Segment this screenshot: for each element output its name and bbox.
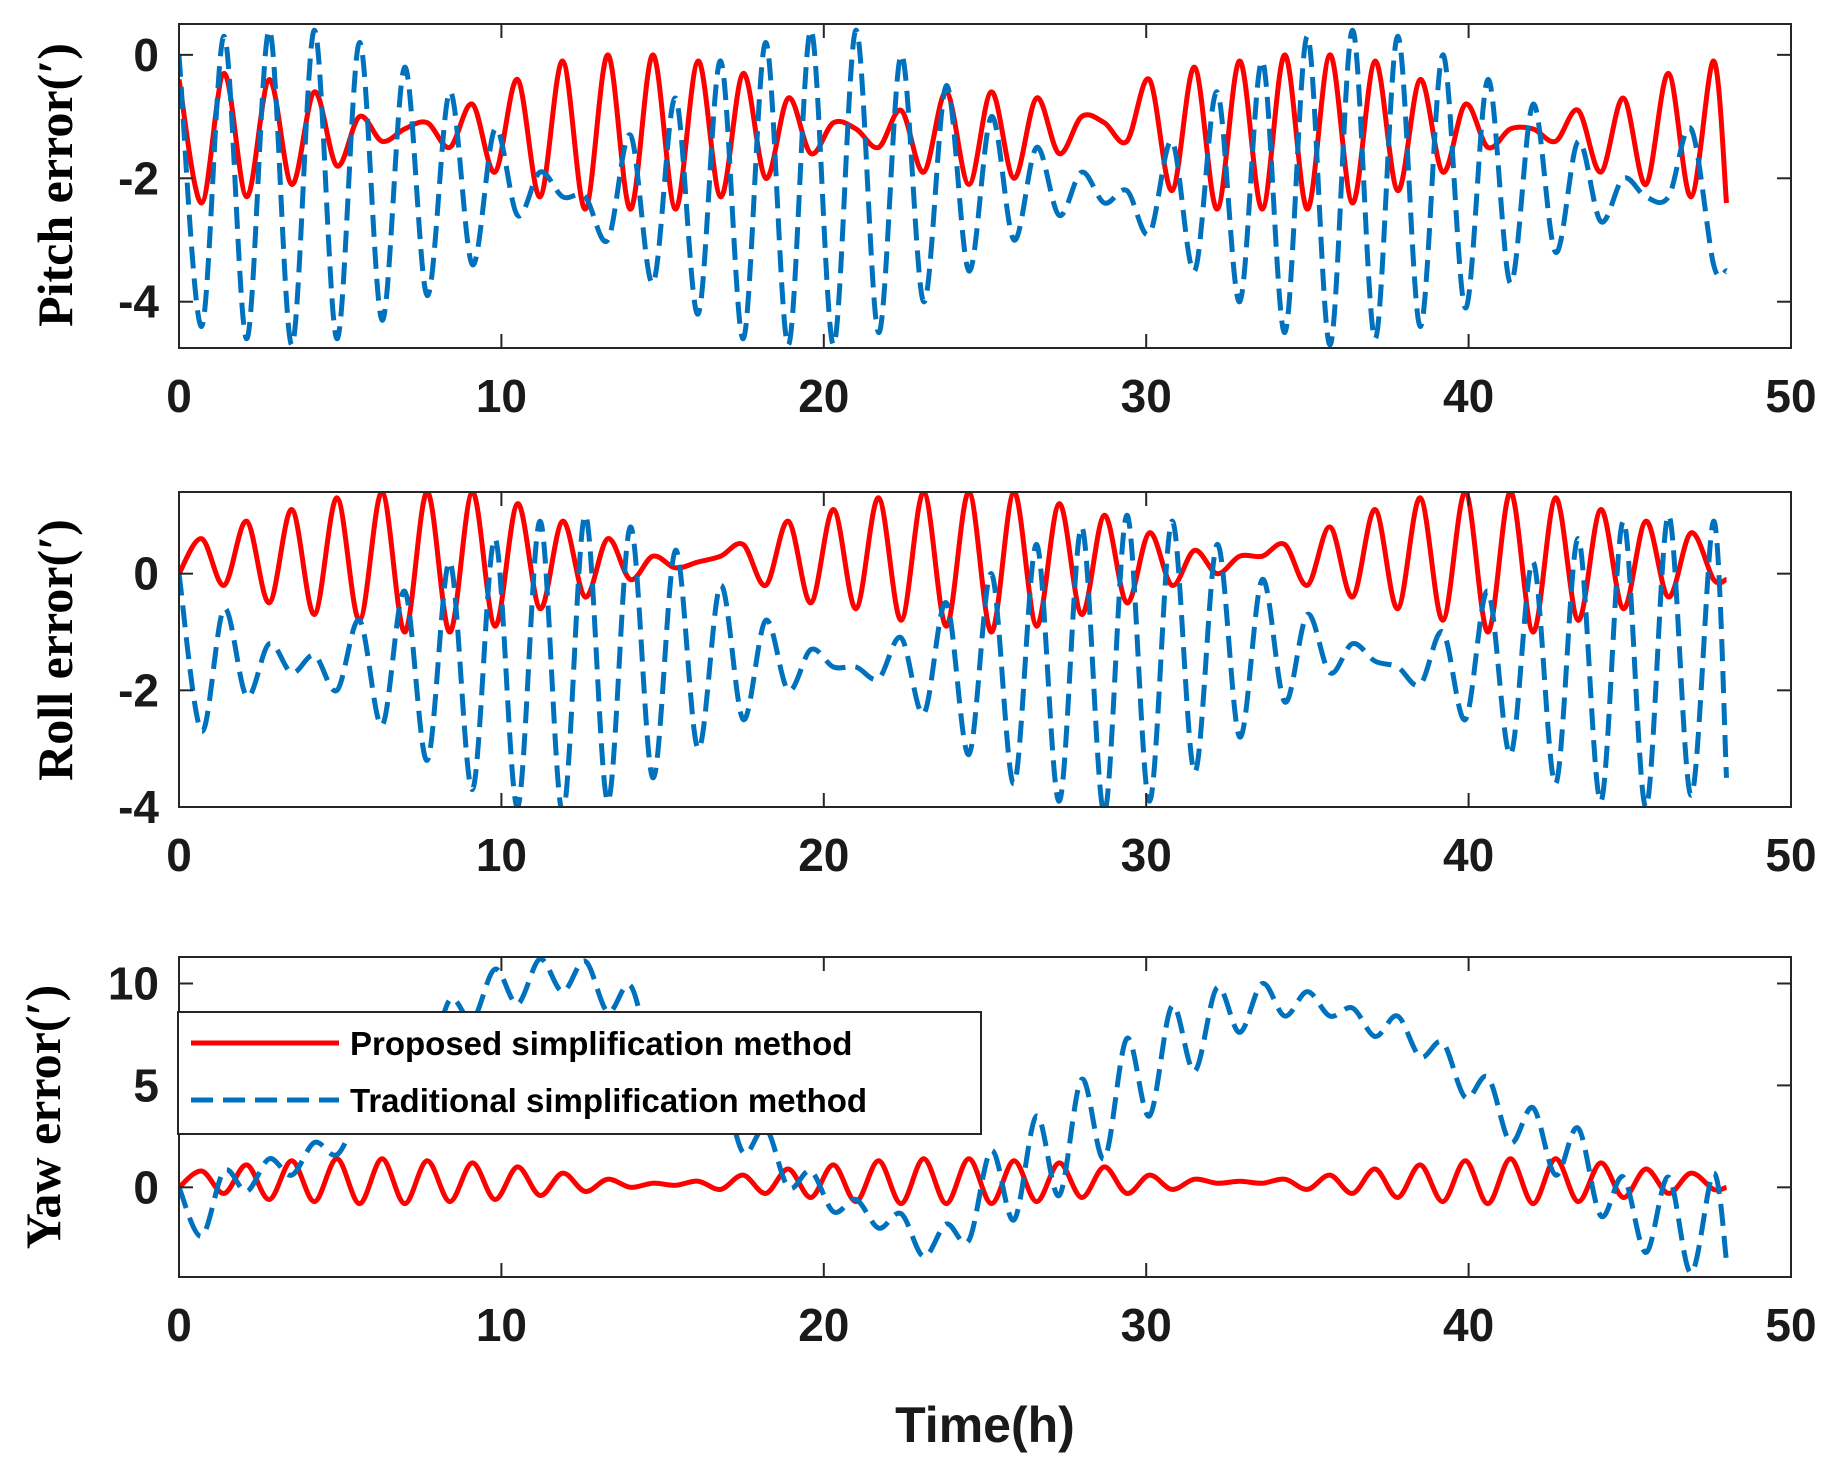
roll-xtick-label: 0	[166, 829, 192, 881]
pitch-ytick-label: -4	[118, 276, 159, 328]
pitch-line-traditional	[179, 27, 1729, 348]
roll-ylabel: Roll error(′)	[27, 519, 83, 781]
yaw-ytick-label: 10	[108, 957, 159, 1009]
x-axis-label: Time(h)	[895, 1397, 1075, 1453]
legend-label-traditional: Traditional simplification method	[350, 1082, 867, 1119]
yaw-panel: 0 10 20 30 40 50 0 5 10 Yaw error(′)	[15, 956, 1817, 1351]
pitch-xtick-label: 20	[798, 370, 849, 422]
roll-xtick-label: 20	[798, 829, 849, 881]
roll-xtick-label: 30	[1121, 829, 1172, 881]
pitch-line-proposed	[179, 52, 1729, 212]
pitch-axes-box	[178, 23, 1792, 349]
roll-xtick-label: 40	[1443, 829, 1494, 881]
yaw-plot-area	[179, 957, 1729, 1276]
yaw-ytick-label: 5	[133, 1059, 159, 1111]
roll-xtick-label: 50	[1765, 829, 1816, 881]
roll-line-traditional	[179, 512, 1729, 807]
yaw-xtick-label: 10	[476, 1299, 527, 1351]
yaw-line-proposed	[179, 1156, 1728, 1207]
pitch-ytick-label: 0	[133, 29, 159, 81]
pitch-ticks: 0 10 20 30 40 50 0 -2 -4	[118, 24, 1817, 422]
roll-ytick-label: -4	[118, 781, 159, 833]
yaw-ticks: 0 10 20 30 40 50 0 5 10	[108, 957, 1817, 1351]
pitch-xtick-label: 0	[166, 370, 192, 422]
roll-axes-box	[178, 491, 1792, 808]
roll-ytick-label: 0	[133, 548, 159, 600]
yaw-xtick-label: 50	[1765, 1299, 1816, 1351]
pitch-xtick-label: 30	[1121, 370, 1172, 422]
roll-plot-area	[179, 492, 1729, 807]
pitch-plot-area	[179, 27, 1729, 348]
yaw-xtick-label: 20	[798, 1299, 849, 1351]
yaw-xtick-label: 40	[1443, 1299, 1494, 1351]
roll-xtick-label: 10	[476, 829, 527, 881]
legend-label-proposed: Proposed simplification method	[350, 1025, 852, 1062]
roll-line-proposed	[179, 492, 1728, 635]
pitch-xtick-label: 40	[1443, 370, 1494, 422]
legend-box	[177, 1011, 982, 1135]
pitch-xtick-label: 10	[476, 370, 527, 422]
yaw-ylabel: Yaw error(′)	[15, 985, 71, 1249]
roll-panel: 0 10 20 30 40 50 0 -2 -4 Roll error(′)	[27, 491, 1817, 881]
yaw-xtick-label: 30	[1121, 1299, 1172, 1351]
yaw-xtick-label: 0	[166, 1299, 192, 1351]
pitch-ytick-label: -2	[118, 152, 159, 204]
pitch-panel: 0 10 20 30 40 50 0 -2 -4 Pitch error(′)	[27, 23, 1817, 422]
roll-ytick-label: -2	[118, 664, 159, 716]
pitch-xtick-label: 50	[1765, 370, 1816, 422]
roll-ticks: 0 10 20 30 40 50 0 -2 -4	[118, 492, 1817, 881]
pitch-ylabel: Pitch error(′)	[27, 43, 83, 327]
yaw-line-traditional	[179, 957, 1729, 1276]
legend: Proposed simplification method Tradition…	[177, 1011, 982, 1135]
yaw-ytick-label: 0	[133, 1161, 159, 1213]
